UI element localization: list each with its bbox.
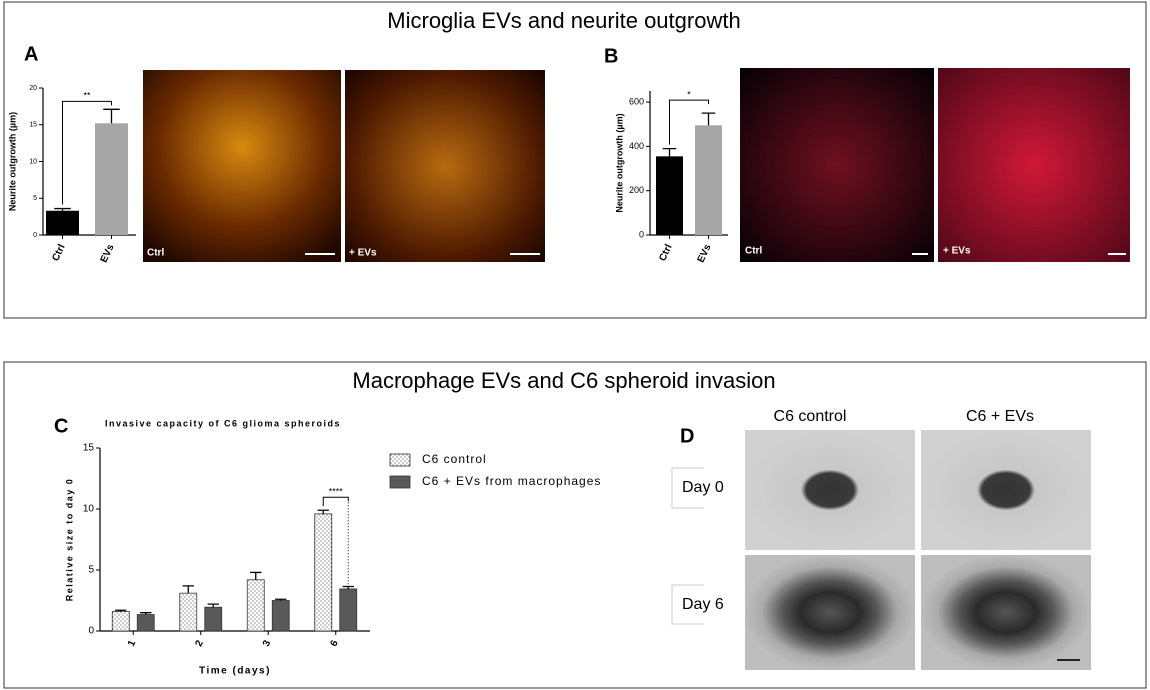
- y-tick-label: 600: [629, 96, 644, 106]
- y-tick-label: 5: [88, 565, 94, 576]
- bar: [179, 592, 198, 632]
- section-frame: [3, 1, 1147, 319]
- spheroid-image: [921, 430, 1091, 550]
- spheroid-image: [745, 430, 915, 550]
- legend-swatch: [389, 453, 411, 467]
- x-tick-label: Ctrl: [657, 243, 674, 263]
- y-tick-label: 0: [639, 229, 644, 239]
- chart-title: Invasive capacity of C6 glioma spheroids: [105, 418, 341, 428]
- image-label: + EVs: [349, 248, 377, 259]
- error-bar: [140, 612, 152, 615]
- x-tick-label: 3: [261, 638, 274, 648]
- bar: [246, 579, 265, 632]
- error-bar: [54, 207, 71, 211]
- y-tick-label: 20: [29, 85, 37, 92]
- row-label: Day 6: [682, 596, 724, 613]
- row-box: [671, 584, 704, 625]
- panel-letter: B: [604, 45, 618, 67]
- error-bar: [103, 108, 120, 124]
- y-tick-label: 15: [83, 443, 95, 454]
- row-box: [671, 467, 704, 509]
- x-tick-label: 2: [194, 638, 207, 648]
- y-axis-label: Neurite outgrowth (µm): [614, 113, 624, 212]
- x-tick-label: 1: [126, 638, 139, 648]
- section-title: Microglia EVs and neurite outgrowth: [387, 8, 740, 33]
- significance-bracket: [322, 496, 349, 507]
- y-tick-label: 200: [629, 185, 644, 195]
- panel-letter: D: [680, 425, 694, 447]
- x-tick-label: EVs: [696, 242, 714, 264]
- y-axis-label: Relative size to day 0: [64, 478, 74, 602]
- bar: [95, 123, 128, 235]
- micrograph: [938, 68, 1130, 262]
- error-bar: [275, 598, 287, 601]
- significance-label: **: [83, 91, 91, 101]
- significance-label: *: [687, 90, 691, 100]
- y-tick-label: 5: [33, 195, 37, 202]
- bar: [271, 600, 290, 632]
- bar: [136, 614, 155, 632]
- error-bar: [207, 603, 219, 608]
- error-bar: [662, 147, 677, 157]
- section-frame: [3, 361, 1147, 689]
- bar: [46, 210, 79, 235]
- spheroid-image: [745, 555, 915, 670]
- x-axis-label: Time (days): [199, 666, 271, 677]
- panel-letter: C: [54, 415, 68, 437]
- x-tick-label: 6: [329, 638, 342, 648]
- micrograph: [740, 68, 934, 262]
- bar: [204, 606, 223, 632]
- image-label: + EVs: [943, 246, 971, 257]
- y-tick-label: 15: [29, 122, 37, 129]
- column-header: C6 + EVs: [966, 408, 1034, 425]
- micrograph: [143, 70, 341, 262]
- significance-label: ****: [329, 487, 344, 497]
- y-tick-label: 10: [29, 158, 37, 165]
- x-tick-label: Ctrl: [50, 243, 67, 263]
- error-bar: [250, 571, 262, 580]
- y-tick-label: 10: [83, 504, 95, 515]
- row-label: Day 0: [682, 479, 724, 496]
- y-tick-label: 400: [629, 141, 644, 151]
- significance-bracket: [62, 100, 112, 205]
- y-tick-label: 0: [33, 232, 37, 239]
- legend-label: C6 control: [422, 452, 487, 466]
- image-label: Ctrl: [745, 246, 762, 257]
- error-bar: [182, 585, 194, 594]
- legend-label: C6 + EVs from macrophages: [422, 474, 601, 488]
- error-bar: [115, 609, 127, 612]
- image-label: Ctrl: [147, 248, 164, 259]
- error-bar: [701, 112, 716, 126]
- bar: [339, 588, 358, 632]
- micrograph: [345, 70, 545, 262]
- panel-letter: A: [24, 43, 38, 65]
- column-header: C6 control: [774, 408, 847, 425]
- bar: [656, 156, 683, 235]
- bar: [695, 125, 722, 235]
- significance-bracket: [669, 99, 709, 145]
- spheroid-image: [921, 555, 1091, 670]
- y-axis-label: Neurite outgrowth (µm): [7, 112, 17, 211]
- section-title: Macrophage EVs and C6 spheroid invasion: [352, 368, 775, 393]
- legend-swatch: [389, 475, 411, 489]
- y-tick-label: 0: [88, 626, 94, 637]
- bar: [314, 513, 333, 632]
- bar: [111, 611, 130, 632]
- x-tick-label: EVs: [99, 242, 117, 264]
- error-bar: [317, 509, 329, 514]
